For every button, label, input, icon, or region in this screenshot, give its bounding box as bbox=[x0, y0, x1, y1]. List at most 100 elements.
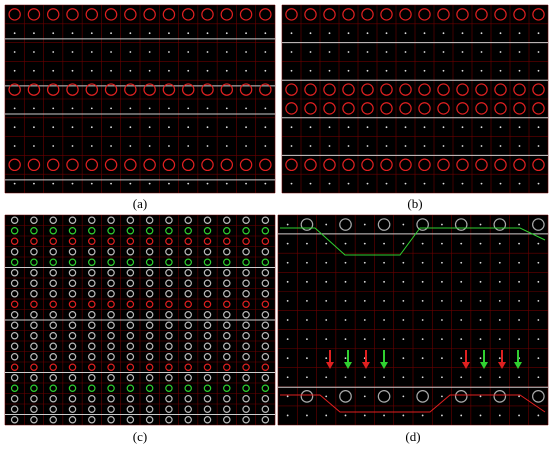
cell-dot bbox=[187, 126, 190, 129]
cell-dot bbox=[402, 395, 405, 398]
cell-ring bbox=[261, 405, 270, 414]
cell-ring bbox=[223, 321, 231, 330]
cell-ring bbox=[261, 300, 270, 309]
cell-ring bbox=[261, 227, 270, 235]
cell-dot bbox=[498, 376, 501, 379]
cell-ring bbox=[339, 390, 352, 403]
cell-dot bbox=[441, 280, 443, 283]
cell-dot bbox=[309, 182, 312, 185]
cell-ring bbox=[107, 216, 115, 225]
cell-ring bbox=[300, 390, 314, 403]
cell-ring bbox=[494, 102, 507, 115]
cell-ring bbox=[126, 237, 135, 246]
cell-dot bbox=[13, 145, 16, 147]
cell-dot bbox=[537, 182, 540, 185]
cell-ring bbox=[454, 390, 468, 403]
cell-ring bbox=[261, 395, 270, 403]
cell-ring bbox=[126, 279, 135, 288]
cell-ring bbox=[300, 218, 314, 231]
cell-dot bbox=[90, 126, 93, 129]
cell-dot bbox=[325, 395, 328, 398]
cell-dot bbox=[518, 261, 520, 264]
cell-ring bbox=[513, 102, 526, 115]
cell-dot bbox=[33, 107, 35, 110]
cell-dot bbox=[148, 182, 151, 185]
cell-ring bbox=[126, 363, 135, 372]
cell-dot bbox=[498, 280, 501, 283]
cell-dot bbox=[423, 182, 426, 185]
cell-dot bbox=[168, 107, 170, 110]
cell-ring bbox=[107, 321, 115, 330]
cell-dot bbox=[498, 242, 501, 245]
cell-dot bbox=[328, 145, 331, 147]
cell-dot bbox=[460, 357, 463, 360]
cell-dot bbox=[290, 69, 293, 72]
cell-ring bbox=[88, 258, 96, 267]
cell-ring bbox=[10, 353, 19, 361]
cell-ring bbox=[88, 300, 96, 309]
cell-dot bbox=[148, 32, 151, 35]
cell-ring bbox=[49, 311, 57, 319]
cell-ring bbox=[437, 158, 450, 172]
cell-ring bbox=[8, 8, 21, 21]
cell-ring bbox=[126, 384, 135, 393]
cell-dot bbox=[286, 395, 289, 398]
cell-ring bbox=[145, 227, 154, 235]
cell-ring bbox=[223, 237, 231, 246]
cell-ring bbox=[10, 342, 19, 351]
cell-dot bbox=[498, 319, 501, 321]
cell-ring bbox=[10, 269, 19, 277]
cell-ring bbox=[107, 248, 115, 256]
cell-ring bbox=[261, 216, 270, 225]
cell-dot bbox=[286, 319, 289, 321]
cell-dot bbox=[264, 145, 267, 147]
cell-dot bbox=[518, 376, 520, 379]
cell-ring bbox=[165, 395, 173, 403]
cell-dot bbox=[441, 357, 443, 360]
cell-ring bbox=[10, 290, 19, 298]
cell-ring bbox=[223, 405, 231, 414]
cell-ring bbox=[532, 102, 545, 115]
cell-ring bbox=[30, 332, 38, 340]
cell-dot bbox=[290, 126, 293, 129]
cell-ring bbox=[184, 237, 192, 246]
cell-dot bbox=[385, 126, 388, 129]
cell-ring bbox=[104, 83, 118, 96]
cell-ring bbox=[162, 158, 176, 172]
cell-dot bbox=[479, 242, 482, 245]
cell-ring bbox=[203, 332, 212, 340]
cell-ring bbox=[203, 353, 212, 361]
cell-dot bbox=[129, 126, 132, 129]
cell-ring bbox=[242, 395, 250, 403]
cell-dot bbox=[363, 300, 366, 302]
cell-ring bbox=[68, 227, 77, 235]
cell-dot bbox=[52, 107, 55, 110]
cell-ring bbox=[145, 384, 154, 393]
cell-dot bbox=[245, 32, 247, 35]
cell-ring bbox=[285, 8, 298, 21]
cell-dot bbox=[328, 51, 331, 53]
cell-ring bbox=[49, 384, 57, 393]
cell-ring bbox=[242, 384, 250, 393]
cell-dot bbox=[442, 51, 445, 53]
cell-dot bbox=[347, 126, 350, 129]
cell-dot bbox=[325, 242, 328, 245]
cell-dot bbox=[363, 376, 366, 379]
cell-dot bbox=[33, 145, 35, 147]
cell-dot bbox=[441, 223, 443, 226]
cell-dot bbox=[129, 107, 132, 110]
cell-ring bbox=[223, 332, 231, 340]
cell-dot bbox=[498, 261, 501, 264]
cell-ring bbox=[85, 158, 99, 172]
cell-ring bbox=[88, 248, 96, 256]
cell-ring bbox=[165, 384, 173, 393]
cell-dot bbox=[245, 69, 247, 72]
cell-ring bbox=[126, 269, 135, 277]
cell-ring bbox=[304, 102, 317, 115]
cell-dot bbox=[129, 182, 132, 185]
cell-ring bbox=[242, 374, 250, 382]
cell-dot bbox=[325, 338, 328, 340]
cell-ring bbox=[259, 158, 272, 172]
cell-dot bbox=[264, 51, 267, 53]
cell-ring bbox=[107, 311, 115, 319]
